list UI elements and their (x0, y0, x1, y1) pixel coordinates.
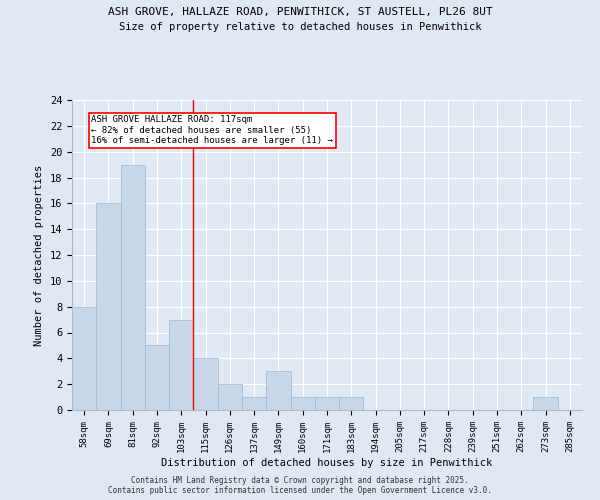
Bar (218, 384, 242, 410)
Bar (339, 397, 364, 410)
Text: ASH GROVE, HALLAZE ROAD, PENWITHICK, ST AUSTELL, PL26 8UT: ASH GROVE, HALLAZE ROAD, PENWITHICK, ST … (107, 8, 493, 18)
Bar (290, 397, 315, 410)
Bar (145, 346, 169, 410)
Bar (72, 306, 96, 410)
Bar (242, 397, 266, 410)
X-axis label: Distribution of detached houses by size in Penwithick: Distribution of detached houses by size … (161, 458, 493, 468)
Bar (193, 358, 218, 410)
Y-axis label: Number of detached properties: Number of detached properties (34, 164, 44, 346)
Bar (96, 204, 121, 410)
Bar (266, 371, 290, 410)
Bar (169, 320, 193, 410)
Bar (533, 397, 558, 410)
Text: Size of property relative to detached houses in Penwithick: Size of property relative to detached ho… (119, 22, 481, 32)
Bar (121, 164, 145, 410)
Bar (315, 397, 339, 410)
Text: ASH GROVE HALLAZE ROAD: 117sqm
← 82% of detached houses are smaller (55)
16% of : ASH GROVE HALLAZE ROAD: 117sqm ← 82% of … (91, 116, 334, 146)
Text: Contains HM Land Registry data © Crown copyright and database right 2025.
Contai: Contains HM Land Registry data © Crown c… (108, 476, 492, 495)
